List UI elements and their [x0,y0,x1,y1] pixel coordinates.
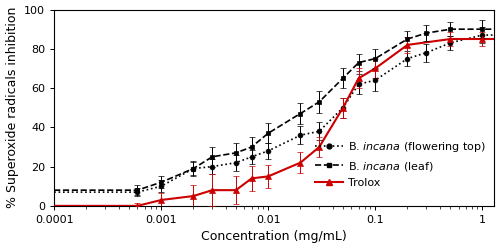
Legend: B. $\it{incana}$ (flowering top), B. $\it{incana}$ (leaf), Trolox: B. $\it{incana}$ (flowering top), B. $\i… [313,138,489,190]
Y-axis label: % Superoxide radicals inhibition: % Superoxide radicals inhibition [6,7,18,208]
X-axis label: Concentration (mg/mL): Concentration (mg/mL) [202,230,347,244]
